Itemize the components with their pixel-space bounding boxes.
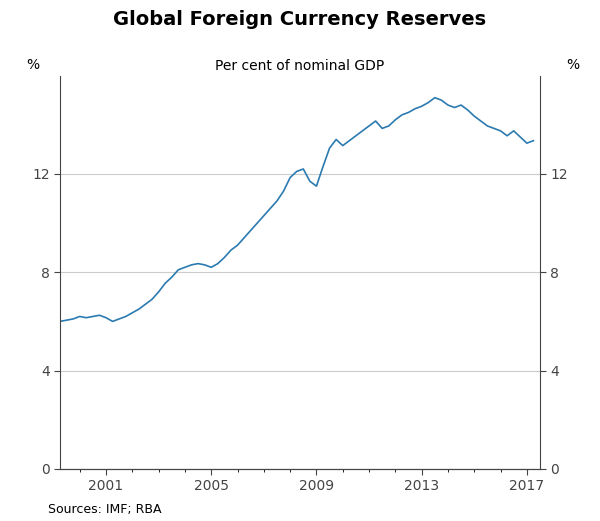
Text: Sources: IMF; RBA: Sources: IMF; RBA	[48, 503, 161, 516]
Text: %: %	[26, 58, 40, 71]
Text: Global Foreign Currency Reserves: Global Foreign Currency Reserves	[113, 10, 487, 29]
Title: Per cent of nominal GDP: Per cent of nominal GDP	[215, 59, 385, 73]
Text: %: %	[566, 58, 580, 71]
